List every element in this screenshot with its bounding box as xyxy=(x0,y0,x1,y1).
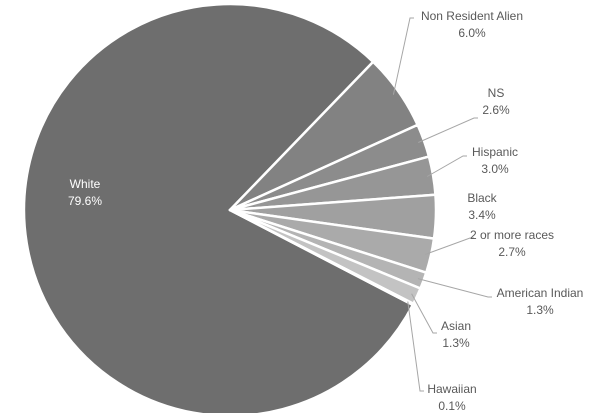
slice-label-hispanic: Hispanic xyxy=(472,145,518,159)
pie-slice-white xyxy=(22,2,415,413)
slice-value-2-or-more-races: 2.7% xyxy=(498,245,526,259)
leader-line-asian xyxy=(411,293,437,334)
slice-label-2-or-more-races: 2 or more races xyxy=(470,228,554,242)
slice-label-non-resident-alien: Non Resident Alien xyxy=(421,9,523,23)
slice-label-white: White xyxy=(70,177,101,191)
slice-value-non-resident-alien: 6.0% xyxy=(458,26,486,40)
slice-label-black: Black xyxy=(467,191,497,205)
leader-line-hawaiian xyxy=(407,301,424,392)
slice-value-white: 79.6% xyxy=(68,194,102,208)
leader-line-non-resident-alien xyxy=(392,17,414,95)
slice-value-asian: 1.3% xyxy=(442,336,470,350)
pie-slice-hawaiian xyxy=(228,208,415,307)
leader-line-american-indian xyxy=(417,278,492,298)
slice-label-american-indian: American Indian xyxy=(497,286,584,300)
leader-line-hispanic xyxy=(426,155,467,177)
leader-line-2-or-more-races xyxy=(424,237,474,255)
leader-line-ns xyxy=(418,117,478,143)
slice-value-ns: 2.6% xyxy=(482,103,510,117)
slice-value-black: 3.4% xyxy=(468,208,496,222)
pie-labels: White 79.6% Non Resident Alien 6.0% NS 2.6% Hi… xyxy=(68,9,583,413)
slice-label-hawaiian: Hawaiian xyxy=(427,382,476,396)
slice-label-ns: NS xyxy=(488,86,505,100)
slice-label-asian: Asian xyxy=(441,319,471,333)
slice-value-american-indian: 1.3% xyxy=(526,303,554,317)
slice-value-hawaiian: 0.1% xyxy=(438,399,466,413)
slice-value-hispanic: 3.0% xyxy=(481,162,509,176)
pie-slices xyxy=(22,2,438,413)
